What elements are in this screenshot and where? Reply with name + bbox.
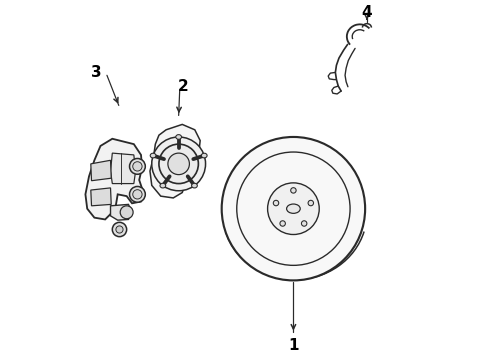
Circle shape <box>116 226 123 233</box>
Text: 4: 4 <box>362 5 372 20</box>
Polygon shape <box>91 188 111 206</box>
Circle shape <box>308 200 314 206</box>
Text: 1: 1 <box>288 338 299 353</box>
Ellipse shape <box>201 153 207 158</box>
Polygon shape <box>150 125 200 198</box>
Circle shape <box>133 190 142 199</box>
Circle shape <box>168 153 190 175</box>
Ellipse shape <box>160 183 166 188</box>
Text: 3: 3 <box>91 65 101 80</box>
Circle shape <box>273 200 279 206</box>
Circle shape <box>301 221 307 226</box>
Circle shape <box>268 183 319 234</box>
Polygon shape <box>91 160 111 181</box>
Polygon shape <box>111 153 136 184</box>
Circle shape <box>120 206 133 219</box>
Ellipse shape <box>287 204 300 213</box>
Circle shape <box>291 188 296 193</box>
Circle shape <box>129 158 146 174</box>
Ellipse shape <box>150 153 156 158</box>
Circle shape <box>112 222 126 237</box>
Circle shape <box>152 137 205 191</box>
Circle shape <box>280 221 285 226</box>
Circle shape <box>221 137 365 280</box>
Ellipse shape <box>176 135 181 139</box>
Circle shape <box>133 162 142 171</box>
Circle shape <box>129 186 146 202</box>
Circle shape <box>159 144 198 184</box>
Polygon shape <box>85 139 143 220</box>
Polygon shape <box>111 204 132 220</box>
Ellipse shape <box>192 183 197 188</box>
Text: 2: 2 <box>177 79 188 94</box>
